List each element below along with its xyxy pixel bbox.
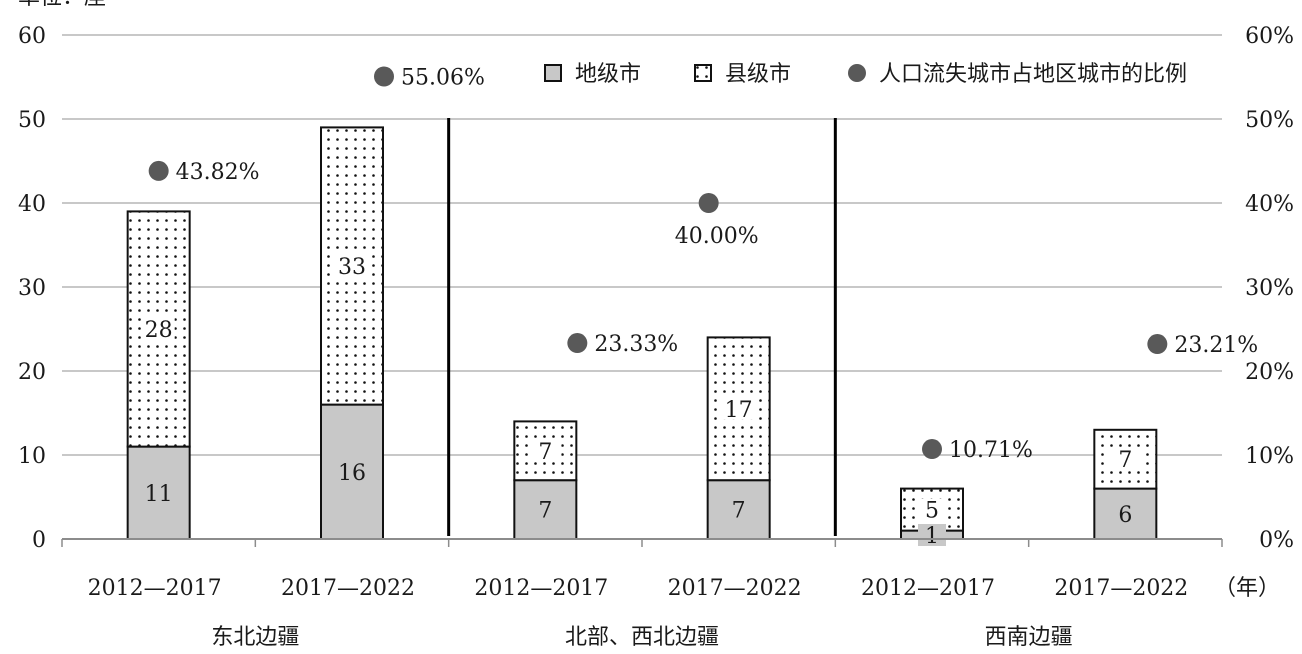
x-category-label: 2017—2022 [281,576,415,601]
right-tick-label: 60% [1245,24,1294,49]
bar-value-label: 7 [538,440,552,465]
x-category-label: 2012—2017 [88,576,222,601]
bar-label-bg [144,481,173,504]
x-axis: 2012—2017 2017—2022 2012—2017 2017—2022 2012… [61,118,1280,650]
ratio-label: 40.00% [675,224,759,249]
bar-label-bg [529,439,562,462]
left-axis: 0 10 20 30 40 50 60 [18,24,46,553]
bar-label-bg [918,524,946,546]
right-tick-label: 40% [1245,192,1294,217]
ratio-point [567,333,588,354]
ratio-points: 43.82% 55.06% 23.33% 40.00% 10.71% 23.21% [148,65,1258,463]
bar-value-label: 16 [338,461,366,486]
ratio-point [148,160,169,181]
x-category-label: 2017—2022 [1054,576,1188,601]
x-unit-label: （年） [1214,576,1280,601]
bar-value-label: 17 [725,398,753,423]
right-tick-label: 30% [1245,276,1294,301]
region-label: 北部、西北边疆 [565,625,719,650]
x-category-label: 2012—2017 [474,576,608,601]
region-label: 东北边疆 [211,625,299,650]
bar-label-bg [336,255,368,277]
bar-value-label: 7 [1118,448,1132,473]
legend-marker [848,64,866,82]
ratio-label: 43.82% [176,160,260,185]
right-tick-label: 50% [1245,108,1294,133]
legend-swatch [544,64,562,82]
bar-label-bg [916,498,948,521]
gridlines [62,34,1222,456]
bar-label-bg [1109,448,1142,471]
left-tick-label: 10 [18,444,46,469]
legend-swatch [694,64,712,82]
bar-value-label: 11 [145,482,173,507]
left-tick-label: 50 [18,108,46,133]
region-label: 西南边疆 [985,625,1073,650]
bar-label-bg [722,397,755,420]
bar-label-bg [1111,502,1140,525]
right-tick-label: 0% [1259,528,1294,553]
ratio-point [698,193,719,213]
ratio-point [1147,334,1168,355]
ratio-label: 55.06% [401,65,485,90]
x-category-label: 2017—2022 [668,576,802,601]
bar-label-bg [531,498,560,521]
left-tick-label: 40 [18,192,46,217]
ratio-label: 10.71% [949,438,1033,463]
x-category-label: 2012—2017 [861,576,995,601]
bar-value-label: 33 [338,255,366,280]
bar-value-label: 28 [145,318,173,343]
bar-value-label: 7 [538,499,552,524]
bar-label-bg [142,318,175,340]
unit-label: 单位：座 [18,0,106,10]
bar-label-bg [724,498,753,521]
right-axis: 0% 10% 20% 30% 40% 50% 60% [1245,24,1294,553]
left-tick-label: 20 [18,360,46,385]
ratio-label: 23.21% [1174,333,1258,358]
legend-label: 地级市 [575,62,641,87]
ratio-point [374,66,394,87]
bar-county-level [1093,428,1158,490]
bar-label-bg [338,460,366,483]
bar-value-label: 6 [1118,503,1132,528]
bar-value-label: 5 [925,499,939,524]
left-tick-label: 60 [18,24,46,49]
bar-value-label: 7 [732,499,746,524]
right-tick-label: 20% [1245,360,1294,385]
ratio-label: 23.33% [594,332,678,357]
left-tick-label: 30 [18,276,46,301]
legend-label: 人口流失城市占地区城市的比例 [879,62,1187,87]
legend-label: 县级市 [725,62,791,87]
left-tick-label: 0 [32,528,46,553]
legend: 地级市 县级市 人口流失城市占地区城市的比例 [544,62,1187,87]
bar-value-label: 1 [925,524,939,549]
right-tick-label: 10% [1245,444,1294,469]
ratio-point [922,439,942,460]
bars: 11 28 16 33 7 7 7 17 15 6 7 [126,126,1158,549]
